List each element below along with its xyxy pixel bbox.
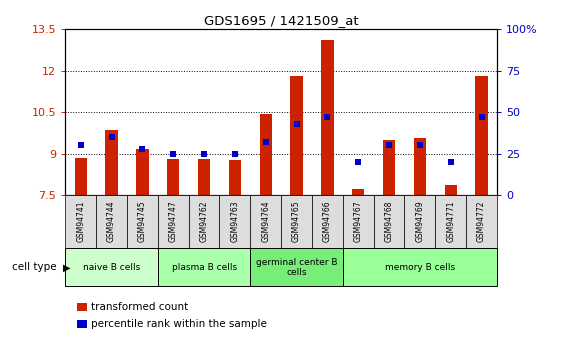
- Text: transformed count: transformed count: [91, 302, 189, 312]
- Point: [385, 142, 394, 148]
- Text: plasma B cells: plasma B cells: [172, 263, 237, 272]
- Text: GSM94747: GSM94747: [169, 201, 178, 243]
- Bar: [198, 159, 210, 195]
- Bar: [445, 185, 457, 195]
- Text: GSM94764: GSM94764: [261, 201, 270, 243]
- Bar: [136, 149, 149, 195]
- Bar: [383, 140, 395, 195]
- Text: GSM94767: GSM94767: [354, 201, 363, 243]
- Text: GSM94768: GSM94768: [385, 201, 394, 243]
- Bar: [167, 159, 179, 195]
- Bar: [475, 76, 488, 195]
- Point: [354, 159, 363, 165]
- Text: GSM94772: GSM94772: [477, 201, 486, 243]
- Text: naive B cells: naive B cells: [83, 263, 140, 272]
- Point: [231, 151, 240, 156]
- Bar: [352, 189, 365, 195]
- Text: GSM94744: GSM94744: [107, 201, 116, 243]
- Text: GSM94762: GSM94762: [199, 201, 208, 243]
- Text: ▶: ▶: [62, 263, 70, 272]
- Point: [261, 139, 270, 145]
- Text: germinal center B
cells: germinal center B cells: [256, 258, 337, 277]
- Point: [323, 114, 332, 120]
- Point: [76, 142, 85, 148]
- Text: GSM94769: GSM94769: [415, 201, 424, 243]
- Point: [169, 151, 178, 156]
- Text: GSM94766: GSM94766: [323, 201, 332, 243]
- Text: memory B cells: memory B cells: [385, 263, 455, 272]
- Bar: [74, 158, 87, 195]
- Point: [138, 146, 147, 151]
- Point: [199, 151, 208, 156]
- Text: GSM94771: GSM94771: [446, 201, 455, 243]
- Text: GSM94741: GSM94741: [76, 201, 85, 243]
- Point: [446, 159, 456, 165]
- Text: percentile rank within the sample: percentile rank within the sample: [91, 319, 268, 329]
- Text: GSM94765: GSM94765: [292, 201, 301, 243]
- Bar: [321, 40, 333, 195]
- Bar: [106, 130, 118, 195]
- Text: GSM94745: GSM94745: [138, 201, 147, 243]
- Bar: [414, 138, 426, 195]
- Point: [477, 114, 486, 120]
- Bar: [290, 76, 303, 195]
- Title: GDS1695 / 1421509_at: GDS1695 / 1421509_at: [204, 14, 358, 27]
- Text: GSM94763: GSM94763: [231, 201, 239, 243]
- Point: [107, 134, 116, 140]
- Bar: [260, 114, 272, 195]
- Bar: [229, 160, 241, 195]
- Text: cell type: cell type: [12, 263, 60, 272]
- Point: [415, 142, 424, 148]
- Point: [292, 121, 301, 127]
